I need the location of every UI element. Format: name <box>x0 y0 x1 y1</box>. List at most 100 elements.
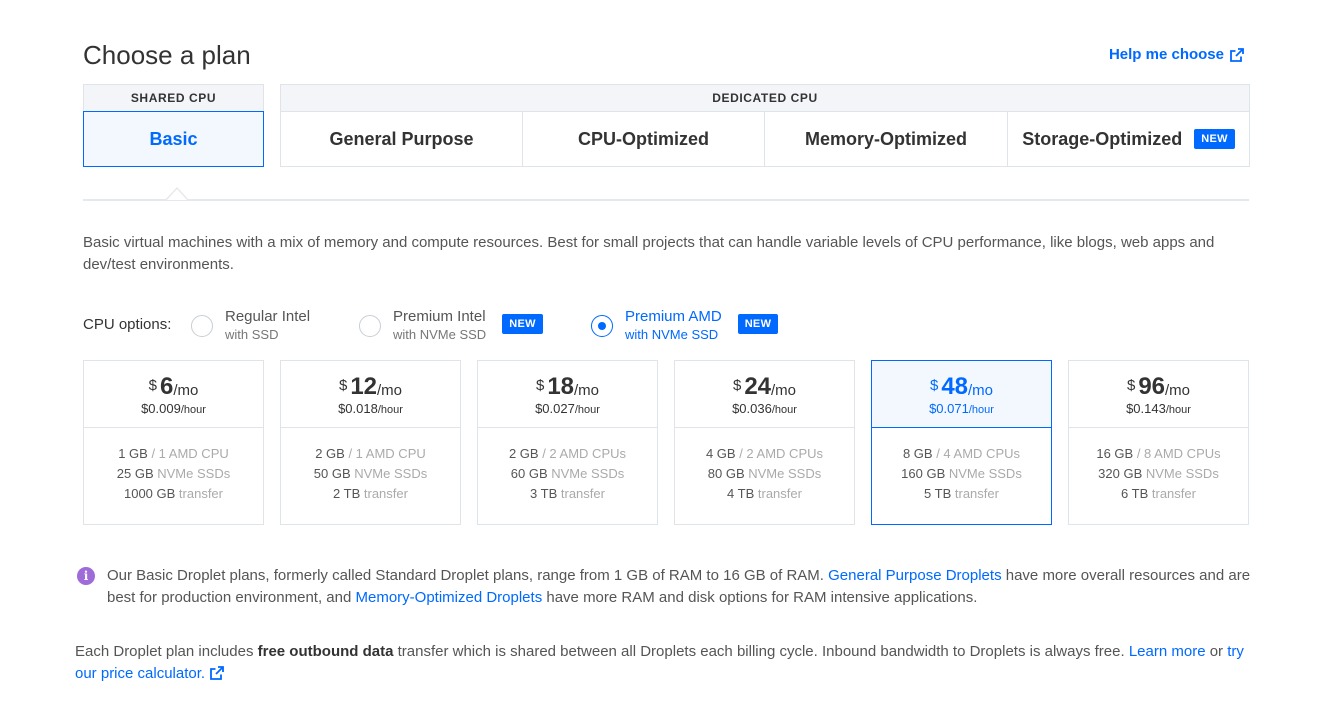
tab-basic[interactable]: Basic <box>83 111 264 167</box>
currency: $ <box>338 377 348 394</box>
hour-unit: /hour <box>377 404 403 416</box>
cpu-option-sub: with SSD <box>225 327 279 342</box>
info-text-part: have more overall resources and are best… <box>107 567 1251 606</box>
help-link-label: Help me choose <box>1108 46 1224 63</box>
info-text-part: Our Basic Droplet plans, formerly called… <box>107 567 829 584</box>
hour-unit: /hour <box>574 404 600 416</box>
plan-card-6[interactable]: $6/mo $0.009/hour 1 GB / 1 AMD CPU 25 GB… <box>83 360 264 525</box>
transfer-amount: 5 TB <box>924 486 952 501</box>
transfer-amount: 4 TB <box>727 486 755 501</box>
cpu-count: / 4 AMD CPUs <box>932 446 1021 461</box>
hour-unit: /hour <box>1165 404 1191 416</box>
cpu-count: / 2 AMD CPUs <box>735 446 824 461</box>
tab-memory-optimized[interactable]: Memory-Optimized <box>764 111 1008 167</box>
info-icon: i <box>77 567 95 585</box>
disk-type: NVMe SSDs <box>1142 466 1219 481</box>
hourly-price: $0.071 <box>929 401 969 416</box>
transfer-label: transfer <box>175 486 223 501</box>
new-badge: NEW <box>737 314 779 334</box>
plan-description: Basic virtual machines with a mix of mem… <box>83 234 1215 273</box>
external-link-icon <box>1230 47 1244 62</box>
transfer-amount: 6 TB <box>1121 486 1149 501</box>
memory-optimized-droplets-link[interactable]: Memory-Optimized Droplets <box>355 589 543 606</box>
plan-card-12[interactable]: $12/mo $0.018/hour 2 GB / 1 AMD CPU 50 G… <box>280 360 461 525</box>
cpu-count: / 2 AMD CPUs <box>538 446 627 461</box>
cpu-count: / 8 AMD CPUs <box>1133 446 1221 461</box>
memory: 2 GB <box>508 446 539 461</box>
tab-label: General Purpose <box>329 128 474 149</box>
disk-size: 60 GB <box>510 466 548 481</box>
cpu-option-sub: with NVMe SSD <box>393 327 487 342</box>
disk-type: NVMe SSDs <box>945 466 1022 481</box>
plan-price: 24 <box>744 373 772 400</box>
disk-size: 320 GB <box>1098 466 1143 481</box>
transfer-amount: 2 TB <box>333 486 361 501</box>
new-badge: NEW <box>502 314 543 334</box>
cpu-option-premium-amd[interactable]: Premium AMD with NVMe SSD NEW <box>591 307 779 344</box>
per-month: /mo <box>574 382 600 399</box>
hourly-price: $0.009 <box>141 401 181 416</box>
memory: 8 GB <box>902 446 933 461</box>
transfer-label: transfer <box>754 486 802 501</box>
plan-price: 18 <box>547 373 575 400</box>
plan-card-96[interactable]: $96/mo $0.143/hour 16 GB / 8 AMD CPUs 32… <box>1068 360 1249 525</box>
tab-label: CPU-Optimized <box>577 128 709 149</box>
currency: $ <box>732 377 742 394</box>
plan-card-24[interactable]: $24/mo $0.036/hour 4 GB / 2 AMD CPUs 80 … <box>674 360 855 525</box>
tab-general-purpose[interactable]: General Purpose <box>280 111 523 167</box>
learn-more-link[interactable]: Learn more <box>1128 643 1206 660</box>
hour-unit: /hour <box>771 404 797 416</box>
plan-price: 48 <box>941 373 969 400</box>
radio-button[interactable] <box>191 315 213 337</box>
cpu-option-regular-intel[interactable]: Regular Intel with SSD <box>191 307 310 344</box>
plan-price: 6 <box>159 373 174 400</box>
cpu-options-label: CPU options: <box>83 316 172 333</box>
plan-card-48[interactable]: $48/mo $0.071/hour 8 GB / 4 AMD CPUs 160… <box>871 360 1052 525</box>
memory: 1 GB <box>118 446 148 461</box>
per-month: /mo <box>968 382 994 399</box>
disk-type: NVMe SSDs <box>744 466 822 481</box>
cpu-option-name: Premium Intel <box>393 308 486 325</box>
disk-type: NVMe SSDs <box>547 466 625 481</box>
shared-cpu-header: SHARED CPU <box>83 84 264 111</box>
memory: 4 GB <box>705 446 736 461</box>
per-month: /mo <box>173 382 199 399</box>
tab-cpu-optimized[interactable]: CPU-Optimized <box>522 111 765 167</box>
help-me-choose-link[interactable]: Help me choose <box>1109 46 1244 63</box>
plan-price: 12 <box>350 373 378 400</box>
currency: $ <box>1126 377 1136 394</box>
disk-size: 25 GB <box>116 466 154 481</box>
cpu-option-premium-intel[interactable]: Premium Intel with NVMe SSD NEW <box>359 307 543 344</box>
transfer-label: transfer <box>951 486 999 501</box>
footer-note: Each Droplet plan includes free outbound… <box>75 641 1255 685</box>
tab-label: Basic <box>149 128 198 149</box>
disk-type: NVMe SSDs <box>350 466 428 481</box>
radio-button[interactable] <box>591 315 613 337</box>
hourly-price: $0.036 <box>732 401 772 416</box>
info-notice: i Our Basic Droplet plans, formerly call… <box>77 565 1252 609</box>
price-calculator-link[interactable]: try our price calculator. <box>75 643 1244 682</box>
tab-label: Memory-Optimized <box>804 128 968 149</box>
per-month: /mo <box>377 382 403 399</box>
info-text: Our Basic Droplet plans, formerly called… <box>107 565 1252 609</box>
plan-card-18[interactable]: $18/mo $0.027/hour 2 GB / 2 AMD CPUs 60 … <box>477 360 658 525</box>
disk-size: 160 GB <box>901 466 946 481</box>
footer-text-part: Each Droplet plan includes <box>75 643 258 660</box>
footer-text-part: transfer which is shared between all Dro… <box>393 643 1129 660</box>
transfer-label: transfer <box>1148 486 1196 501</box>
cpu-option-sub: with NVMe SSD <box>625 327 719 342</box>
radio-button[interactable] <box>359 315 381 337</box>
tab-storage-optimized[interactable]: Storage-Optimized NEW <box>1007 111 1250 167</box>
general-purpose-droplets-link[interactable]: General Purpose Droplets <box>828 567 1002 584</box>
per-month: /mo <box>771 382 797 399</box>
disk-type: NVMe SSDs <box>153 466 231 481</box>
currency: $ <box>535 377 545 394</box>
tab-divider <box>83 199 1249 201</box>
cpu-option-name: Premium AMD <box>625 308 722 325</box>
hour-unit: /hour <box>180 404 206 416</box>
tab-label: Storage-Optimized <box>1022 128 1183 149</box>
hourly-price: $0.027 <box>535 401 575 416</box>
disk-size: 80 GB <box>707 466 745 481</box>
currency: $ <box>929 377 939 394</box>
hourly-price: $0.143 <box>1126 401 1166 416</box>
